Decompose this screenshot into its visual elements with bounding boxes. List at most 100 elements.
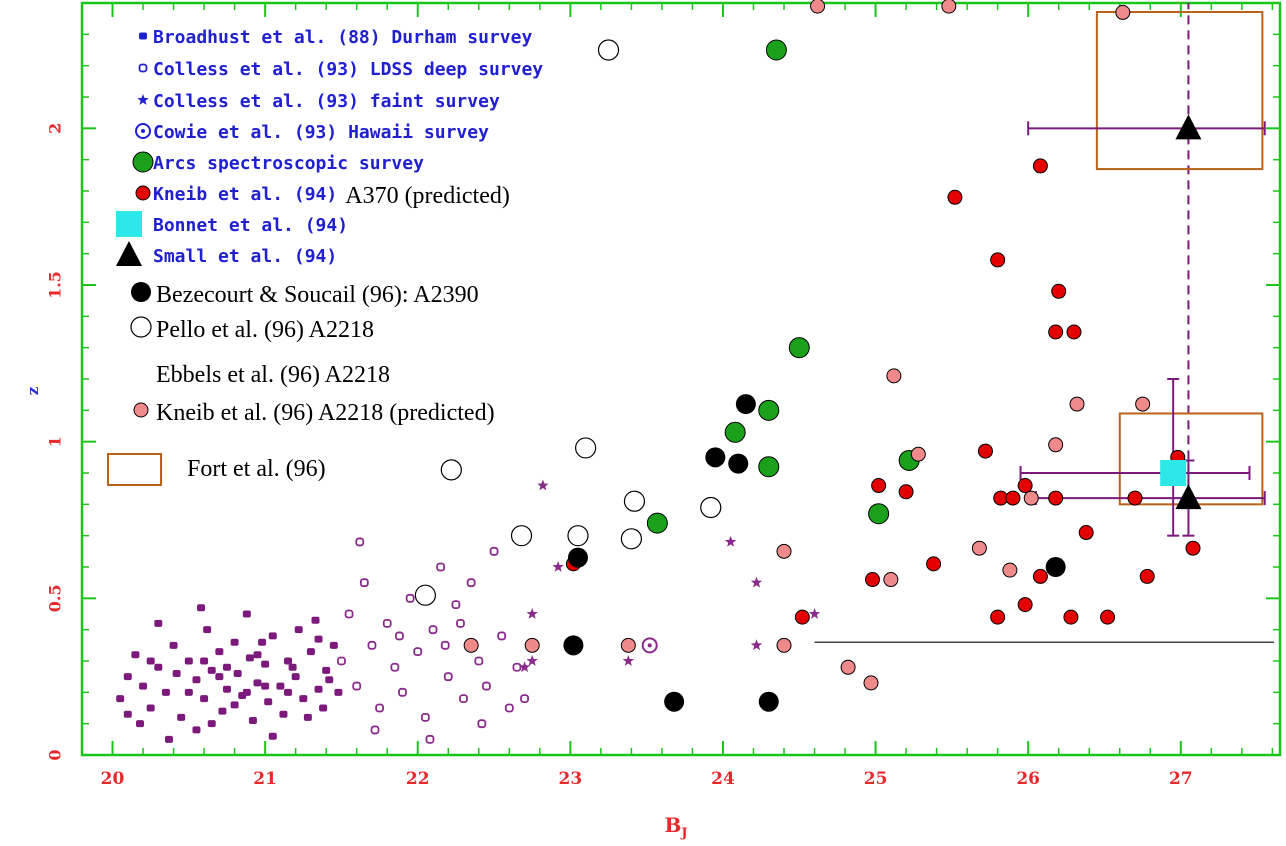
legend-marker <box>134 403 148 417</box>
x-tick-label: 23 <box>559 769 583 789</box>
data-point <box>621 638 635 652</box>
data-point <box>414 648 421 655</box>
data-point <box>647 513 667 533</box>
data-point <box>527 608 538 619</box>
data-point <box>728 454 748 474</box>
data-point <box>576 438 596 458</box>
data-point <box>872 479 886 493</box>
legend-label: Fort et al. (96) <box>187 456 326 482</box>
legend-label: Colless et al. (93) LDSS deep survey <box>153 59 543 80</box>
data-point <box>498 632 505 639</box>
data-point <box>1128 491 1142 505</box>
data-point <box>396 632 403 639</box>
legend-label: Pello et al. (96) A2218 <box>156 317 374 343</box>
data-point <box>154 620 162 627</box>
legend-label: Broadhust et al. (88) Durham survey <box>153 27 532 48</box>
data-point <box>1033 569 1047 583</box>
y-tick-label: 0 <box>46 749 65 760</box>
data-point <box>1006 491 1020 505</box>
data-point <box>173 670 181 677</box>
data-point <box>766 40 786 60</box>
data-point <box>568 548 588 568</box>
data-point <box>563 635 583 655</box>
data-point <box>491 548 498 555</box>
data-point <box>1116 5 1130 19</box>
data-point <box>759 457 779 477</box>
data-point <box>218 708 226 715</box>
data-point <box>789 338 809 358</box>
data-point <box>261 683 269 690</box>
data-point <box>208 720 216 727</box>
legend-marker-box <box>108 454 161 485</box>
data-point <box>258 639 266 646</box>
data-point <box>376 705 383 712</box>
data-point <box>1064 610 1078 624</box>
legend-label: Bezecourt & Soucail (96): A2390 <box>156 282 479 308</box>
data-point <box>437 564 444 571</box>
data-point <box>864 676 878 690</box>
data-point <box>759 400 779 420</box>
data-point <box>759 692 779 712</box>
x-tick-label: 25 <box>864 769 888 789</box>
legend-marker-dot <box>141 129 145 133</box>
data-point <box>269 632 277 639</box>
data-point <box>483 683 490 690</box>
data-point <box>513 664 520 671</box>
data-point <box>399 689 406 696</box>
data-point <box>284 658 292 665</box>
data-point <box>330 642 338 649</box>
data-point <box>192 676 200 683</box>
data-point <box>243 689 251 696</box>
data-point <box>506 705 513 712</box>
data-point <box>154 664 162 671</box>
data-point <box>736 394 756 414</box>
data-point <box>315 686 323 693</box>
data-point <box>311 617 319 624</box>
data-point-dot <box>648 643 652 647</box>
data-point <box>185 658 193 665</box>
data-point <box>361 579 368 586</box>
data-point <box>521 695 528 702</box>
legend-label: Small et al. (94) <box>153 246 337 267</box>
data-point <box>264 698 272 705</box>
data-point <box>664 692 684 712</box>
data-point <box>1018 598 1032 612</box>
data-point <box>249 717 257 724</box>
y-tick-label: 1 <box>46 436 65 447</box>
y-tick-label: 1.5 <box>46 271 65 299</box>
data-point <box>1046 557 1066 577</box>
data-point <box>231 639 239 646</box>
data-point <box>299 695 307 702</box>
x-tick-label: 27 <box>1169 769 1193 789</box>
data-point <box>368 642 375 649</box>
data-point <box>1186 541 1200 555</box>
data-point <box>948 190 962 204</box>
data-point <box>777 544 791 558</box>
data-point <box>415 585 435 605</box>
data-point <box>1003 563 1017 577</box>
data-point <box>751 577 762 588</box>
data-point <box>1160 460 1186 486</box>
legend-marker <box>137 94 148 105</box>
data-point <box>866 573 880 587</box>
x-tick-label: 20 <box>101 769 125 789</box>
data-point <box>869 504 889 524</box>
data-point <box>124 711 132 718</box>
legend-label: Arcs spectroscopic survey <box>153 153 424 174</box>
data-point <box>177 714 185 721</box>
data-point <box>346 611 353 618</box>
legend-label: Cowie et al. (93) Hawaii survey <box>153 122 489 143</box>
data-point <box>170 642 178 649</box>
data-point <box>1018 479 1032 493</box>
data-point <box>234 670 242 677</box>
data-point <box>899 485 913 499</box>
data-point <box>165 736 173 743</box>
x-tick-label: 22 <box>406 769 430 789</box>
data-point <box>231 701 239 708</box>
legend-label: Kneib et al. (94) <box>153 184 337 205</box>
x-tick-label: 24 <box>711 769 735 789</box>
data-point <box>162 689 170 696</box>
data-point <box>705 447 725 467</box>
data-point <box>1175 484 1201 509</box>
data-point <box>457 620 464 627</box>
